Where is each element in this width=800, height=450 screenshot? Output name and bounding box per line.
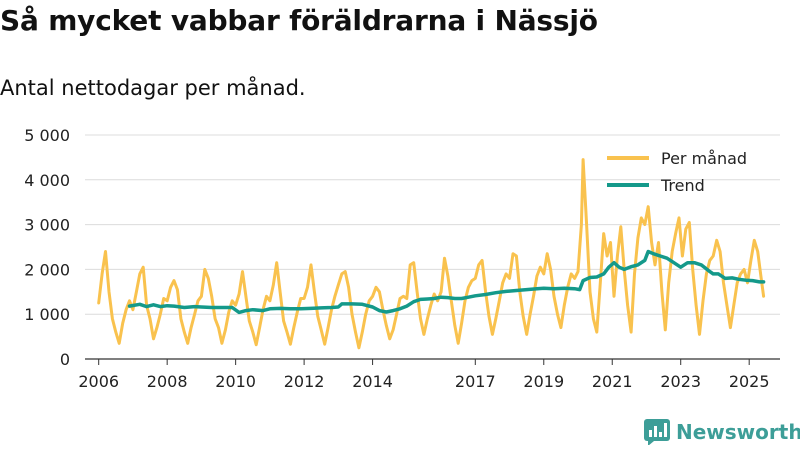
y-tick-label: 2 000 <box>24 260 70 279</box>
series-layer <box>97 158 766 350</box>
y-tick-label: 1 000 <box>24 305 70 324</box>
x-tick-label: 2021 <box>592 372 633 391</box>
series-line-trend <box>127 249 766 315</box>
y-tick-label: 4 000 <box>24 171 70 190</box>
y-tick-label: 3 000 <box>24 216 70 235</box>
x-tick-label: 2017 <box>455 372 496 391</box>
x-tick-label: 2014 <box>352 372 393 391</box>
chart-subtitle: Antal nettodagar per månad. <box>0 76 306 100</box>
y-tick-label: 0 <box>60 350 70 369</box>
x-tick-label: 2019 <box>523 372 564 391</box>
x-tick-label: 2008 <box>147 372 188 391</box>
newsworthy-logo: Newsworthy <box>644 419 800 445</box>
chart-title: Så mycket vabbar föräldrarna i Nässjö <box>0 4 598 37</box>
y-tick-label: 5 000 <box>24 126 70 145</box>
x-tick-label: 2025 <box>729 372 770 391</box>
y-axis-ticks: 0 1 000 2 000 3 000 4 000 5 000 <box>24 126 70 369</box>
x-tick-label: 2006 <box>78 372 119 391</box>
brand-name: Newsworthy <box>676 420 800 444</box>
legend-label: Per månad <box>661 149 747 168</box>
newsworthy-icon <box>644 419 670 445</box>
x-tick-label: 2010 <box>215 372 256 391</box>
x-tick-label: 2012 <box>284 372 325 391</box>
legend: Per månad Trend <box>607 149 747 195</box>
gridlines <box>85 134 780 360</box>
legend-label: Trend <box>660 176 705 195</box>
x-tick-label: 2023 <box>660 372 701 391</box>
x-axis: 2006 2008 2010 2012 2014 2017 2019 2021 2023 2025 <box>78 359 770 391</box>
